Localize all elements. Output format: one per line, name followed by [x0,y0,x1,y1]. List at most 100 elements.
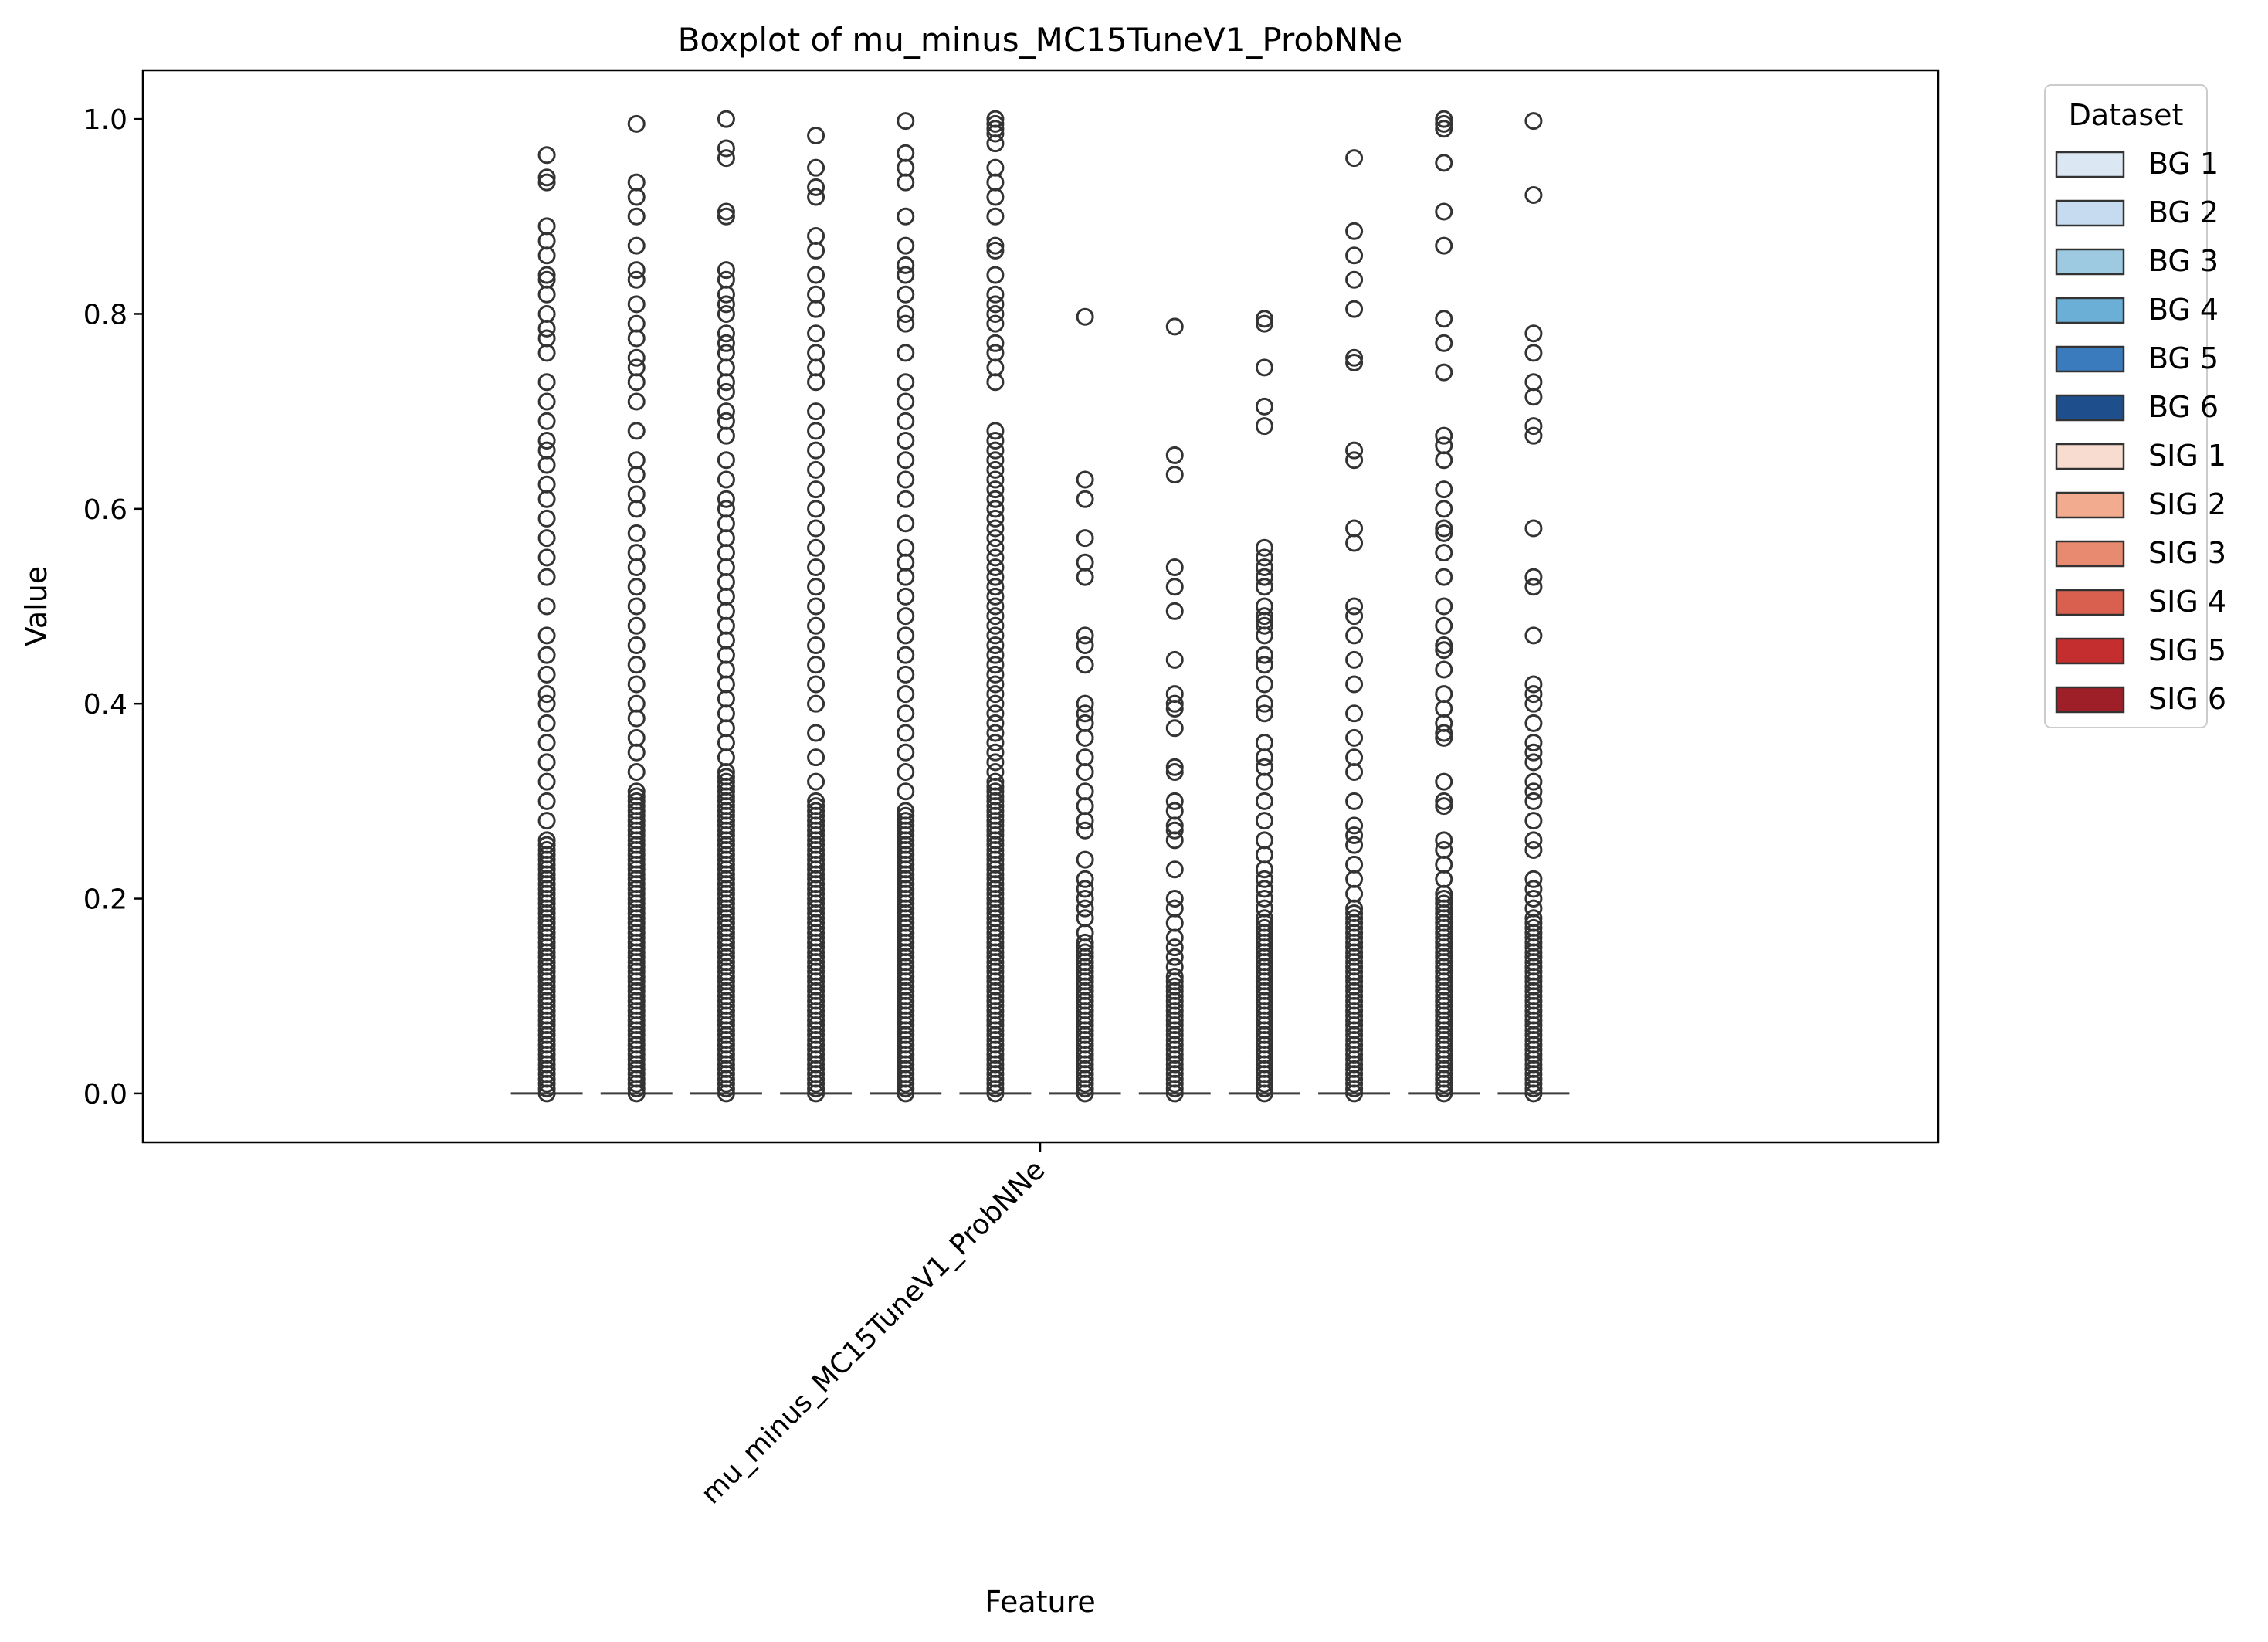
outlier-point [1435,114,1453,133]
outlier-point [1524,112,1543,131]
outlier-point [986,734,1005,752]
y-tick-label: 0.2 [83,884,127,916]
outlier-point [807,724,825,742]
outlier-point [897,685,915,704]
legend-swatch [2055,540,2125,568]
legend-swatch [2055,491,2125,519]
outlier-point [717,139,735,158]
outlier-point [1165,602,1184,620]
legend-swatch [2055,589,2125,616]
series-bg-3 [690,110,762,1103]
outlier-point [627,792,646,810]
outlier-point [717,763,735,782]
outlier-point [1345,222,1364,240]
outlier-point [807,373,825,392]
outlier-point [1435,894,1453,913]
outlier-point [807,656,825,674]
outlier-point [537,285,556,304]
outlier-point [1076,924,1094,942]
outlier-point [897,626,915,645]
outlier-point [537,373,556,392]
legend-swatch [2055,151,2125,178]
outlier-point [537,812,556,830]
outlier-point [807,797,825,816]
outlier-point [986,241,1005,260]
outlier-point [717,382,735,401]
outlier-point [986,422,1005,440]
legend-label: SIG 5 [2148,633,2226,667]
outlier-point [807,578,825,596]
outlier-point [986,714,1005,732]
outlier-point [807,188,825,206]
outlier-point [986,743,1005,762]
outlier-point [897,812,915,830]
outlier-point [1255,675,1273,694]
outlier-point [1255,792,1273,810]
outlier-point [897,763,915,782]
outlier-point [1165,699,1184,718]
outlier-point [1345,354,1364,372]
outlier-point [717,149,735,168]
outlier-point [627,558,646,577]
outlier-point [1345,836,1364,854]
outlier-point [986,772,1005,791]
outlier-point [1435,363,1453,382]
outlier-point [537,753,556,772]
outlier-point [1345,246,1364,265]
outlier-point [717,373,735,392]
outlier-point [897,173,915,192]
outlier-point [986,451,1005,470]
series-sig-3 [1228,310,1300,1103]
outlier-point [627,656,646,674]
outlier-point [1345,626,1364,645]
outlier-point [986,460,1005,479]
outlier-point [717,261,735,280]
legend-label: SIG 1 [2148,439,2226,473]
outlier-point [627,597,646,616]
outlier-point [1165,317,1184,336]
outlier-point [627,466,646,484]
outlier-point [1345,650,1364,669]
legend-swatch [2055,443,2125,470]
outlier-point [717,402,735,421]
outlier-point [537,626,556,645]
outlier-point [986,704,1005,723]
outlier-point [627,524,646,542]
y-axis: 0.0 0.2 0.4 0.6 0.8 1.0 [83,104,143,1111]
series-sig-1 [1049,307,1121,1103]
outlier-point [1524,782,1543,801]
outlier-point [1345,300,1364,318]
outlier-point [986,665,1005,684]
outlier-point [1524,519,1543,538]
outlier-point [897,236,915,255]
outlier-point [537,714,556,732]
outlier-point [1076,890,1094,908]
outlier-point [986,548,1005,567]
outlier-point [1255,538,1273,557]
outlier-point [537,734,556,752]
outlier-point [1524,714,1543,732]
outlier-point [717,304,735,323]
outlier-point [1345,270,1364,289]
outlier-point [1524,685,1543,704]
outlier-point [1165,890,1184,908]
outlier-point [627,578,646,596]
outlier-point [1076,636,1094,654]
outlier-point [1345,826,1364,845]
outlier-point [986,114,1005,133]
outlier-point [1076,470,1094,489]
outlier-point [807,694,825,713]
outlier-point [1076,568,1094,586]
outlier-point [717,207,735,226]
outlier-point [1076,728,1094,747]
legend-title: Dataset [2069,98,2184,132]
outlier-point [1255,568,1273,586]
outlier-point [1345,534,1364,552]
outlier-point [1345,675,1364,694]
outlier-point [807,748,825,767]
outlier-point [627,743,646,762]
outlier-point [986,314,1005,333]
outlier-point [1076,307,1094,326]
outlier-point [1076,626,1094,645]
outlier-point [897,431,915,450]
